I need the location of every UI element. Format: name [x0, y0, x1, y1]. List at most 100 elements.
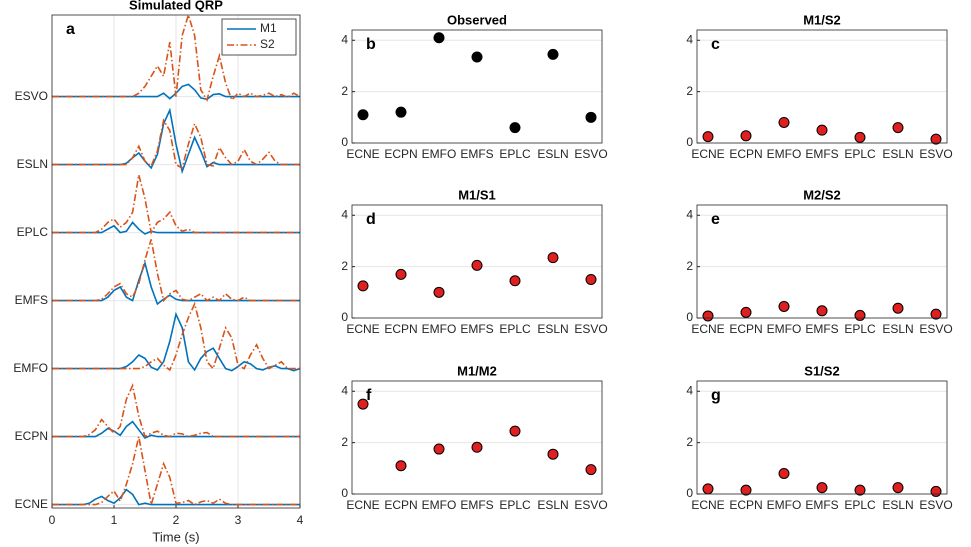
x-tick-label: 1	[111, 513, 118, 527]
legend-label: M1	[260, 21, 277, 35]
point	[854, 131, 866, 143]
point	[816, 124, 828, 136]
y-tick-label: ESLN	[17, 157, 48, 171]
axes-box	[51, 14, 301, 509]
x-axis-label: Time (s)	[152, 529, 199, 544]
y-tick-label: 4	[686, 207, 693, 221]
trace	[52, 12, 301, 103]
axes-box	[696, 29, 948, 144]
x-tick-label: 2	[173, 513, 180, 527]
point	[930, 133, 942, 145]
panel-letter: b	[366, 36, 376, 53]
axes-box	[696, 380, 948, 495]
point	[433, 32, 445, 44]
x-tick-label: ECNE	[346, 147, 379, 161]
axes-box	[351, 204, 603, 319]
panel-title: M2/S2	[803, 187, 841, 202]
panel-title: Observed	[447, 12, 507, 27]
x-tick-label: ESLN	[882, 498, 913, 512]
y-tick-label: 0	[341, 486, 348, 500]
y-tick-label: 2	[341, 84, 348, 98]
x-tick-label: 4	[297, 513, 304, 527]
panel-letter: d	[366, 211, 376, 228]
x-tick-label: EMFS	[805, 147, 838, 161]
y-tick-label: 0	[686, 310, 693, 324]
x-tick-label: ESLN	[537, 498, 568, 512]
point	[509, 425, 521, 437]
legend-box	[221, 18, 297, 56]
y-tick-label: EPLC	[17, 225, 49, 239]
y-tick-label: 0	[341, 310, 348, 324]
axes-box	[351, 380, 603, 495]
x-tick-label: ESVO	[919, 322, 952, 336]
x-tick-label: EMFS	[805, 322, 838, 336]
y-tick-label: 4	[341, 207, 348, 221]
x-tick-label: 3	[235, 513, 242, 527]
point	[357, 280, 369, 292]
x-tick-label: ESLN	[537, 147, 568, 161]
panel-title: S1/S2	[804, 363, 839, 378]
x-tick-label: EPLC	[499, 498, 531, 512]
point	[395, 460, 407, 472]
point	[471, 441, 483, 453]
x-tick-label: ESLN	[882, 322, 913, 336]
y-tick-label: ECNE	[15, 497, 48, 511]
x-tick-label: EMFO	[767, 498, 802, 512]
point	[509, 275, 521, 287]
x-tick-label: ESLN	[882, 147, 913, 161]
x-tick-label: EMFO	[422, 322, 457, 336]
x-tick-label: EPLC	[844, 147, 876, 161]
legend-label: S2	[260, 37, 275, 51]
x-tick-label: ECNE	[691, 322, 724, 336]
x-tick-label: ESLN	[537, 322, 568, 336]
point	[509, 122, 521, 134]
x-tick-label: 0	[49, 513, 56, 527]
x-tick-label: ECPN	[384, 147, 417, 161]
y-tick-label: ECPN	[15, 429, 48, 443]
point	[778, 300, 790, 312]
x-tick-label: EPLC	[499, 322, 531, 336]
y-tick-label: 2	[686, 435, 693, 449]
point	[395, 268, 407, 280]
point	[547, 448, 559, 460]
panel-letter: a	[66, 21, 75, 38]
y-tick-label: 2	[341, 435, 348, 449]
x-tick-label: ECNE	[691, 498, 724, 512]
x-tick-label: ESVO	[574, 322, 607, 336]
y-tick-label: ESVO	[15, 89, 48, 103]
y-tick-label: 4	[686, 383, 693, 397]
point	[778, 116, 790, 128]
trace	[52, 301, 300, 372]
y-tick-label: 2	[686, 84, 693, 98]
x-tick-label: ECNE	[346, 322, 379, 336]
x-tick-label: EMFS	[805, 498, 838, 512]
x-tick-label: EMFO	[767, 322, 802, 336]
point	[816, 305, 828, 317]
x-tick-label: ESVO	[919, 147, 952, 161]
x-tick-label: EPLC	[499, 147, 531, 161]
point	[585, 111, 597, 123]
y-tick-label: EMFO	[13, 361, 48, 375]
point	[930, 308, 942, 320]
y-tick-label: 2	[686, 259, 693, 273]
point	[854, 309, 866, 321]
point	[395, 106, 407, 118]
x-tick-label: EPLC	[844, 498, 876, 512]
point	[433, 443, 445, 455]
panel-letter: c	[711, 36, 720, 53]
panel-title: M1/S1	[458, 187, 496, 202]
x-tick-label: ECPN	[384, 322, 417, 336]
point	[471, 259, 483, 271]
x-tick-label: EMFO	[422, 147, 457, 161]
panel-letter: e	[711, 211, 720, 228]
y-tick-label: 4	[341, 32, 348, 46]
y-tick-label: EMFS	[15, 293, 48, 307]
point	[585, 273, 597, 285]
point	[740, 130, 752, 142]
point	[585, 464, 597, 476]
point	[547, 252, 559, 264]
x-tick-label: ECPN	[729, 322, 762, 336]
x-tick-label: ESVO	[574, 498, 607, 512]
y-tick-label: 4	[341, 383, 348, 397]
point	[740, 484, 752, 496]
